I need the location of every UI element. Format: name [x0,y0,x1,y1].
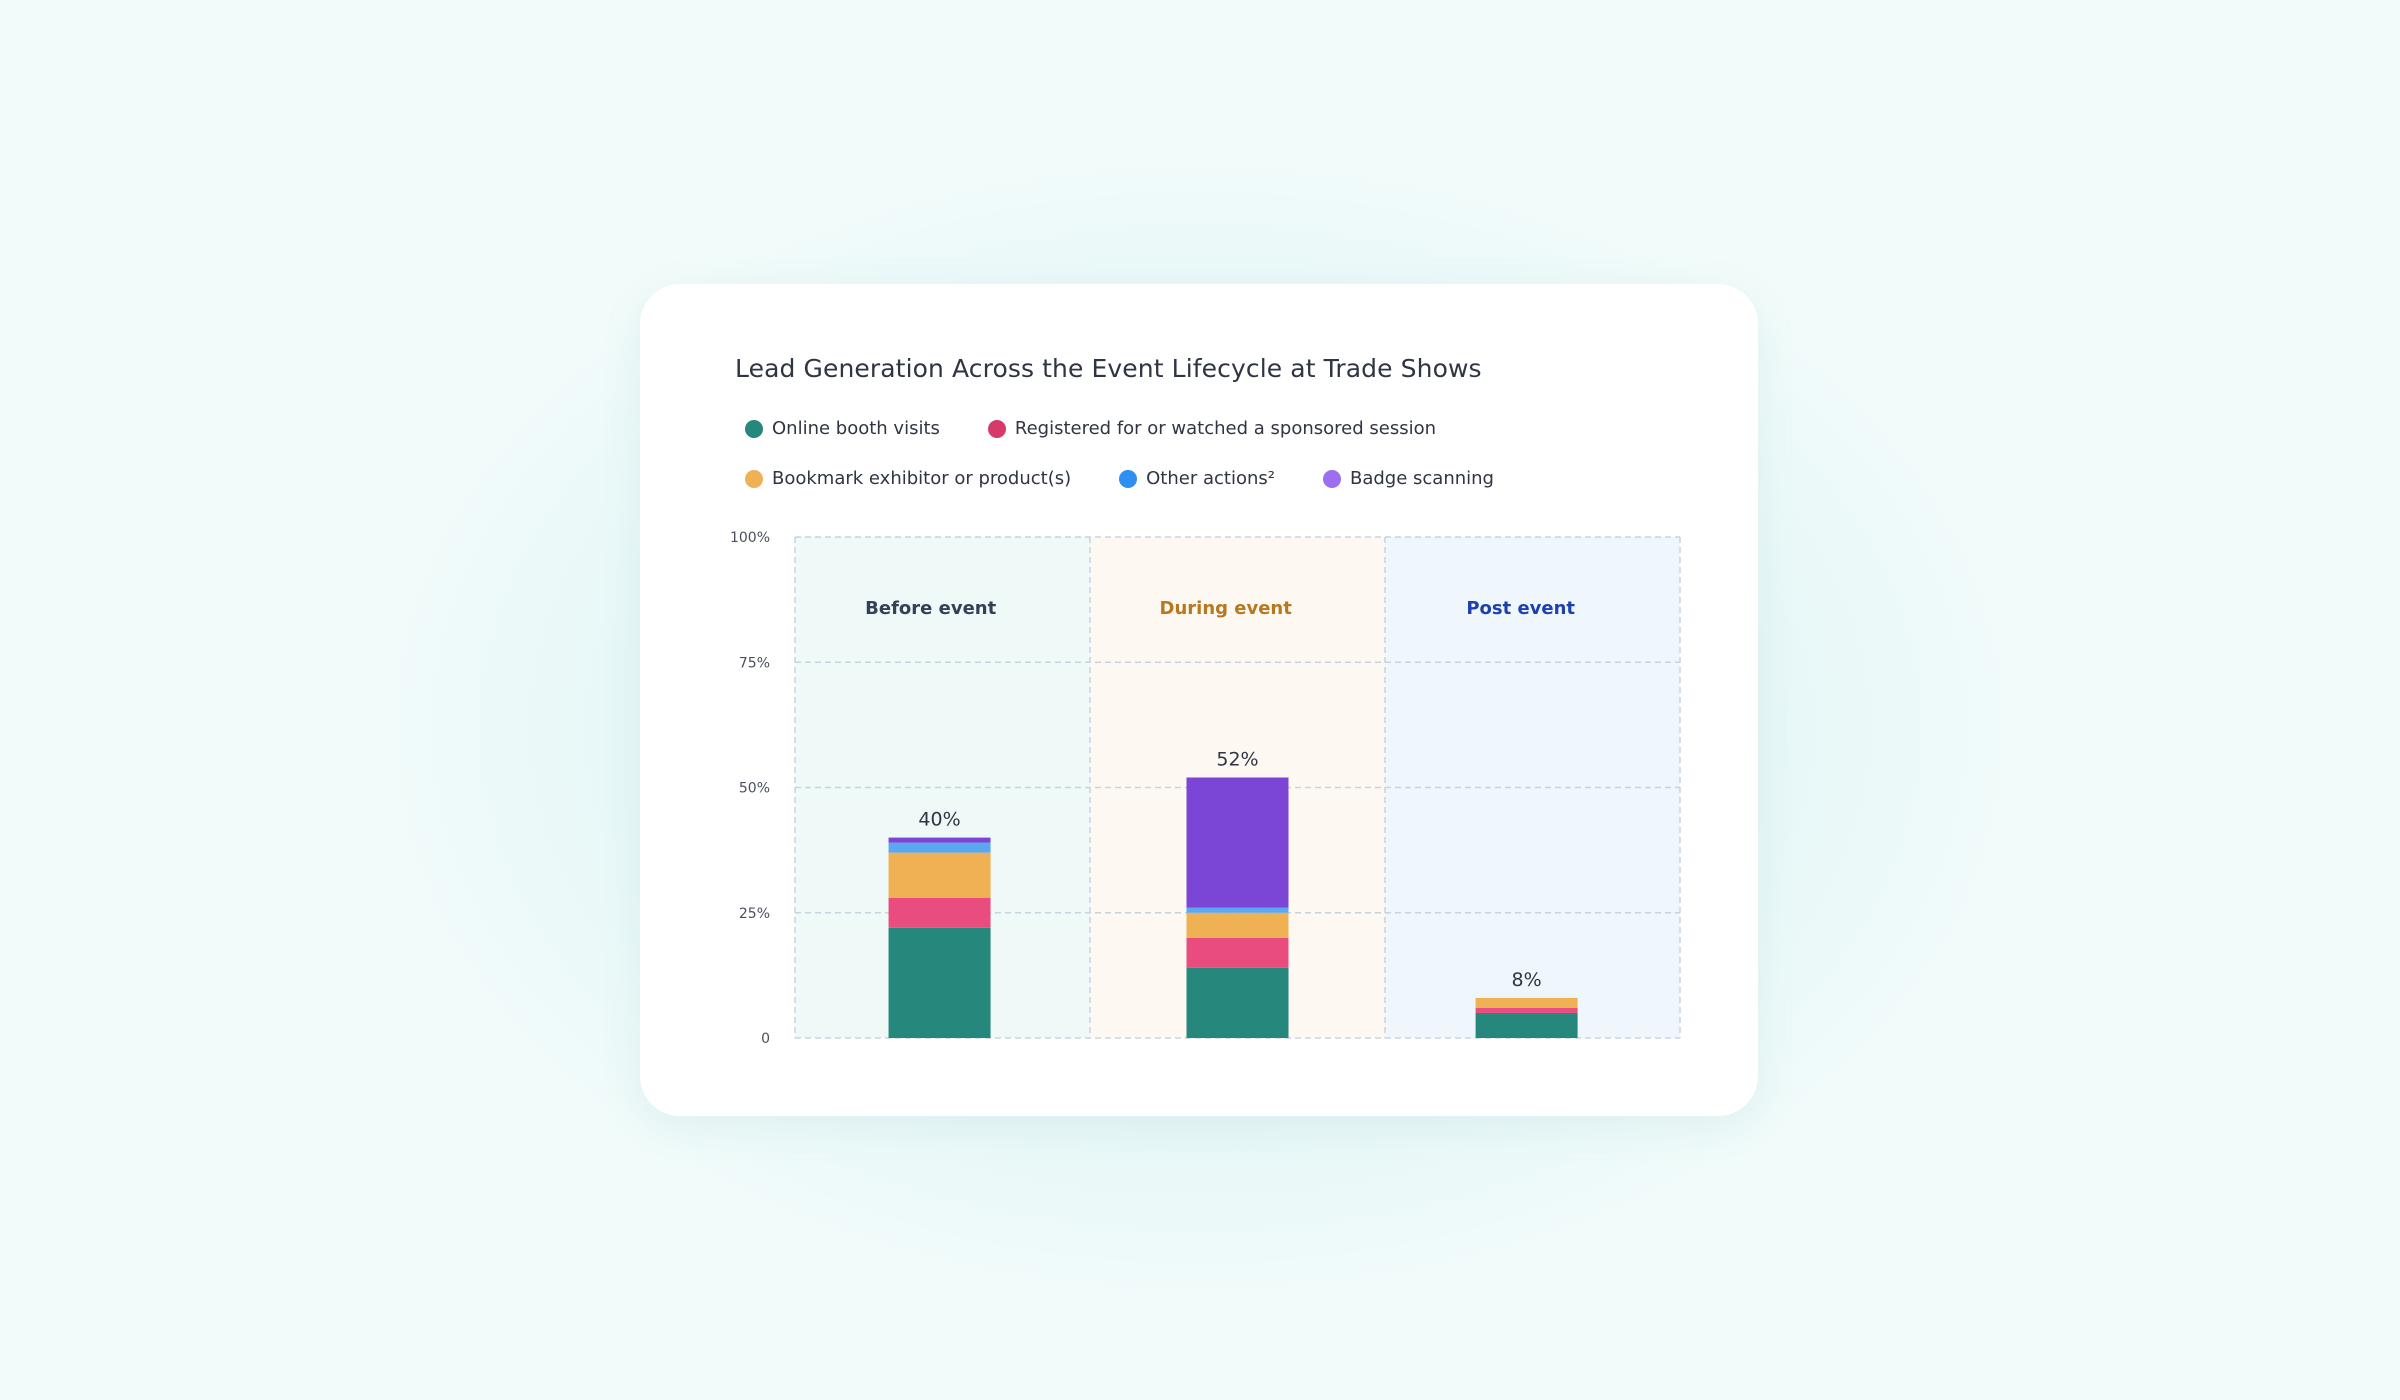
bar-segment-online-booth-visits [1475,1012,1578,1038]
legend-item-other-actions: Other actions² [1119,468,1275,489]
bar-segment-badge-scanning [888,837,991,843]
y-tick-label: 0 [761,1031,770,1047]
bar-segment-online-booth-visits [888,927,991,1038]
legend-item-online-booth-visits: Online booth visits [745,418,940,439]
bar-segment-other-actions [888,842,991,853]
legend-item-badge-scanning: Badge scanning [1322,468,1494,489]
legend-row-2: Bookmark exhibitor or product(s) Other a… [745,468,1542,489]
bar-segment-registered-for-or-watched-a-sponsored-session [1475,1007,1578,1013]
legend-row-1: Online booth visits Registered for or wa… [745,418,1484,439]
y-tick-label: 100% [730,530,770,546]
bar-segment-other-actions [1186,907,1289,913]
legend-dot-online-booth-visits [745,419,763,438]
stacked-bar-chart: 0 25% 50% 75% 100% Before event During event Po… [730,530,1681,1047]
bar-segment-registered-for-or-watched-a-sponsored-session [1186,937,1289,968]
bar-segment-badge-scanning [1186,777,1289,908]
bar-total-label: 40% [918,809,960,831]
bar-segment-online-booth-visits [1186,967,1289,1038]
legend-label: Registered for or watched a sponsored se… [1014,418,1436,439]
legend-dot-bookmark [745,469,763,488]
legend-label: Badge scanning [1349,468,1494,489]
phase-label-before-event: Before event [865,598,996,619]
legend-label: Other actions² [1146,468,1275,489]
bar-segment-bookmark-exhibitor-or-product-s [1186,912,1289,938]
chart-title: Lead Generation Across the Event Lifecyc… [735,354,1482,383]
bar-segment-registered-for-or-watched-a-sponsored-session [888,897,991,928]
bar-total-label: 8% [1512,969,1542,991]
chart-card: Lead Generation Across the Event Lifecyc… [640,284,1758,1116]
phase-label-during-event: During event [1160,598,1293,619]
legend-dot-other-actions [1119,469,1138,488]
bar-segment-bookmark-exhibitor-or-product-s [888,852,991,898]
legend-item-bookmark: Bookmark exhibitor or product(s) [745,468,1071,489]
y-tick-label: 25% [739,906,770,922]
legend-label: Online booth visits [772,418,940,439]
phase-label-post-event: Post event [1466,598,1575,619]
legend-dot-badge-scanning [1322,469,1341,488]
bar-total-label: 52% [1216,748,1258,770]
bar-segment-bookmark-exhibitor-or-product-s [1475,997,1578,1008]
y-tick-label: 50% [739,781,770,797]
y-tick-label: 75% [739,655,770,671]
legend-dot-sponsored-session [987,419,1006,438]
legend-label: Bookmark exhibitor or product(s) [772,468,1072,489]
legend-item-sponsored-session: Registered for or watched a sponsored se… [987,418,1436,439]
